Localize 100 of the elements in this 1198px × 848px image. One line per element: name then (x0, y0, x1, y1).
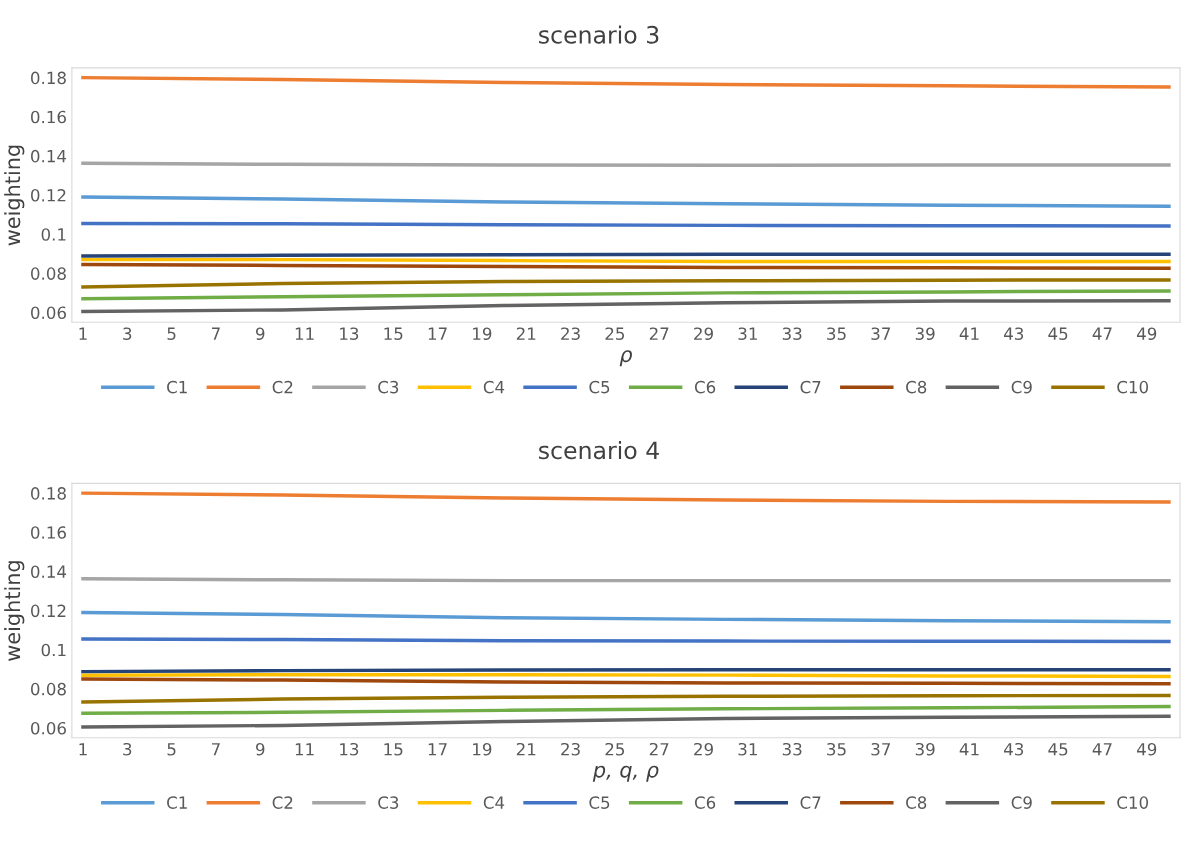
legend-label: C2 (272, 796, 293, 809)
x-tick-label: 15 (384, 743, 403, 756)
x-tick-label: 35 (827, 327, 846, 340)
y-axis-title: weighting (4, 145, 25, 246)
legend-label: C8 (906, 796, 927, 809)
y-tick-label: 0.06 (31, 721, 66, 735)
x-tick-label: 11 (295, 327, 314, 340)
x-tick-label: 47 (1092, 327, 1112, 340)
line-series (81, 704, 1171, 716)
line-series (81, 693, 1171, 704)
line-series (81, 289, 1171, 301)
legend-label: C5 (589, 796, 610, 809)
x-tick-label: 15 (384, 327, 403, 340)
x-tick-label: 39 (915, 742, 935, 756)
line-series (81, 610, 1171, 624)
x-tick-label: 7 (212, 327, 220, 340)
line-series (81, 195, 1171, 208)
x-tick-label: 45 (1048, 327, 1068, 340)
legend-label: C9 (1011, 796, 1032, 809)
y-tick-label: 0.06 (31, 306, 66, 320)
x-tick-label: 43 (1004, 327, 1024, 340)
x-tick-label: 7 (212, 743, 220, 756)
legend-label: C1 (167, 380, 187, 394)
y-tick-label: 0.18 (31, 487, 66, 500)
legend-label: C2 (272, 380, 293, 394)
line-series (81, 298, 1171, 314)
x-tick-label: 9 (256, 742, 265, 756)
x-tick-label: 1 (79, 327, 87, 340)
x-tick-label: 13 (340, 327, 359, 340)
y-tick-label: 0.08 (31, 267, 66, 280)
x-tick-label: 1 (79, 743, 87, 756)
x-tick-label: 21 (516, 327, 536, 340)
x-tick-label: 19 (473, 327, 492, 340)
y-tick-label: 0.16 (31, 110, 66, 124)
legend-label: C10 (1117, 380, 1149, 394)
x-tick-label: 43 (1004, 742, 1024, 756)
x-tick-label: 35 (827, 742, 846, 756)
y-tick-label: 0.16 (31, 526, 66, 539)
x-tick-label: 5 (167, 743, 176, 756)
x-tick-label: 47 (1092, 743, 1112, 756)
x-tick-label: 33 (782, 742, 802, 756)
legend-label: C9 (1011, 380, 1032, 394)
y-tick-label: 0.18 (31, 71, 66, 85)
x-tick-label: 23 (561, 327, 580, 340)
x-tick-label: 11 (295, 743, 314, 756)
y-tick-label: 0.08 (31, 682, 66, 696)
x-tick-label: 49 (1137, 742, 1157, 756)
y-tick-label: 0.1 (41, 643, 66, 657)
x-tick-label: 37 (871, 327, 891, 340)
x-tick-label: 13 (340, 742, 359, 756)
chart-title: scenario 4 (539, 440, 659, 460)
line-series (81, 75, 1171, 89)
x-tick-label: 41 (959, 327, 979, 340)
y-tick-label: 0.1 (41, 228, 66, 241)
x-tick-label: 17 (428, 327, 447, 340)
y-axis-title: weighting (4, 561, 25, 661)
x-tick-label: 49 (1137, 327, 1157, 340)
x-tick-label: 25 (605, 742, 625, 756)
legend-label: C10 (1117, 796, 1149, 809)
x-tick-label: 37 (871, 742, 891, 756)
x-tick-label: 19 (473, 742, 492, 756)
x-tick-label: 31 (738, 742, 757, 756)
x-tick-label: 27 (649, 327, 669, 340)
legend-label: C4 (483, 796, 505, 809)
legend-label: C3 (378, 380, 399, 394)
y-tick-label: 0.12 (31, 189, 66, 202)
legend-label: C8 (906, 380, 927, 394)
legend-label: C5 (589, 380, 610, 394)
line-series (81, 714, 1171, 729)
legend-label: C1 (167, 796, 187, 809)
y-tick-label: 0.12 (31, 604, 66, 618)
x-axis-title: p, q, ρ (592, 765, 659, 782)
line-series (81, 491, 1171, 504)
line-series (81, 278, 1171, 289)
y-tick-label: 0.14 (31, 149, 67, 163)
x-tick-label: 21 (516, 742, 536, 756)
x-tick-label: 3 (123, 327, 132, 340)
legend-label: C4 (483, 380, 505, 394)
legend-label: C3 (378, 796, 399, 809)
x-tick-label: 33 (782, 327, 802, 340)
y-tick-label: 0.14 (31, 565, 67, 578)
x-tick-label: 29 (694, 327, 713, 340)
chart-title: scenario 3 (539, 25, 659, 44)
x-tick-label: 31 (738, 327, 757, 340)
x-tick-label: 17 (428, 743, 447, 756)
x-tick-label: 9 (256, 327, 265, 340)
x-tick-label: 39 (915, 327, 935, 340)
x-tick-label: 27 (649, 742, 669, 756)
x-tick-label: 29 (694, 742, 713, 756)
legend-label: C6 (694, 796, 716, 809)
legend-label: C7 (800, 380, 821, 394)
x-tick-label: 3 (123, 742, 132, 756)
x-tick-label: 5 (167, 327, 176, 340)
legend-label: C7 (800, 796, 821, 809)
x-axis-title: ρ (619, 350, 632, 367)
x-tick-label: 45 (1048, 743, 1068, 756)
x-tick-label: 23 (561, 742, 580, 756)
legend-label: C6 (694, 380, 716, 394)
x-tick-label: 41 (959, 743, 979, 756)
x-tick-label: 25 (605, 327, 625, 340)
